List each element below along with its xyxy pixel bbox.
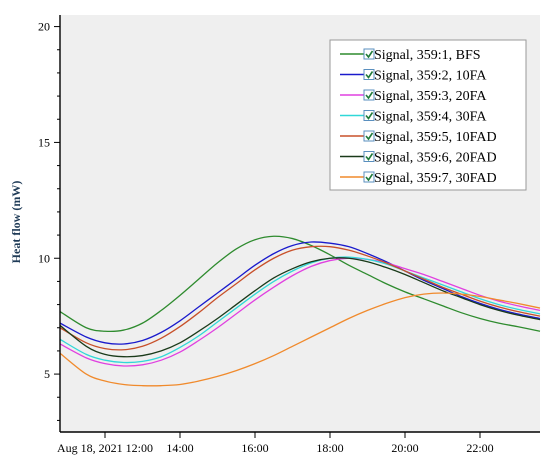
legend-checkbox[interactable] (363, 130, 375, 142)
check-icon (365, 91, 374, 100)
legend-item-6: Signal, 359:6, 20FAD (340, 151, 497, 166)
y-tick-layer: 5 10 15 20 (38, 20, 60, 421)
legend-label: Signal, 359:5, 10FAD (374, 130, 497, 145)
x-tick-label: 20:00 (391, 441, 418, 455)
legend-label: Signal, 359:2, 10FA (374, 69, 487, 84)
x-tick-label: 18:00 (316, 441, 343, 455)
y-axis-title: Heat flow (mW) (9, 181, 23, 264)
legend: Signal, 359:1, BFS Signal, 359:2, 10FA Sig… (329, 39, 527, 191)
x-tick-label: Aug 18, 2021 12:00 (57, 441, 153, 455)
legend-item-5: Signal, 359:5, 10FAD (340, 130, 497, 145)
series-line-3 (59, 257, 541, 367)
legend-checkbox[interactable] (363, 110, 375, 121)
legend-entries: Signal, 359:1, BFS Signal, 359:2, 10FA Sig… (340, 48, 497, 186)
x-tick-label: 14:00 (166, 441, 193, 455)
y-tick-label: 15 (38, 135, 50, 149)
series-line-2 (59, 241, 541, 345)
legend-label: Signal, 359:4, 30FA (374, 110, 487, 125)
legend-checkbox[interactable] (363, 171, 375, 183)
series-line-1 (59, 235, 541, 333)
legend-label: Signal, 359:3, 20FA (374, 89, 487, 104)
series-layer (59, 235, 541, 387)
check-icon (365, 112, 374, 120)
x-tick-label: 22:00 (466, 441, 493, 455)
check-icon (365, 50, 374, 59)
legend-checkbox[interactable] (363, 89, 375, 101)
legend-checkbox[interactable] (363, 69, 375, 80)
legend-item-3: Signal, 359:3, 20FA (340, 89, 487, 104)
check-icon (365, 173, 374, 182)
y-tick-label: 10 (38, 251, 50, 265)
legend-item-4: Signal, 359:4, 30FA (340, 110, 487, 125)
legend-item-1: Signal, 359:1, BFS (340, 48, 481, 63)
x-tick-label: 16:00 (241, 441, 268, 455)
check-icon (365, 153, 374, 161)
check-icon (365, 71, 374, 79)
series-line-6 (59, 257, 541, 358)
y-tick-label: 5 (44, 367, 50, 381)
check-icon (365, 132, 374, 141)
legend-checkbox[interactable] (363, 48, 375, 60)
legend-label: Signal, 359:7, 30FAD (374, 171, 497, 186)
y-tick-label: 20 (38, 20, 50, 34)
legend-item-2: Signal, 359:2, 10FA (340, 69, 487, 84)
legend-item-7: Signal, 359:7, 30FAD (340, 171, 497, 186)
legend-label: Signal, 359:6, 20FAD (374, 151, 497, 166)
x-tick-layer: Aug 18, 2021 12:00 14:00 16:00 18:00 20:00 22… (57, 432, 494, 455)
legend-label: Signal, 359:1, BFS (374, 48, 481, 63)
legend-checkbox[interactable] (363, 151, 375, 162)
series-line-4 (59, 256, 541, 364)
series-line-7 (59, 292, 541, 387)
